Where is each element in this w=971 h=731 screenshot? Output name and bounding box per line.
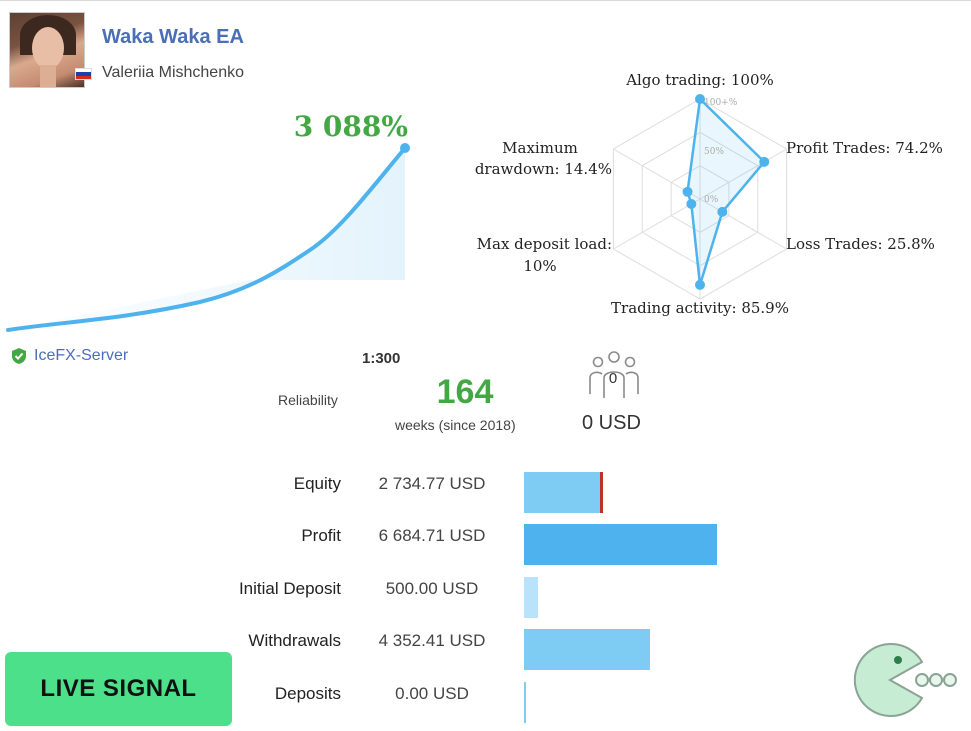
- stat-value: 500.00 USD: [385, 579, 479, 598]
- radar-label-drawdown-line2: drawdown: 14.4%: [475, 160, 612, 178]
- radar-grid: [612, 98, 788, 300]
- leverage-value: 1:300: [362, 350, 401, 367]
- subscribers-icon: [589, 351, 639, 398]
- stat-label: Profit: [301, 526, 341, 545]
- radar-label-activity: Trading activity: 85.9%: [611, 299, 789, 317]
- growth-curve-line: [6, 146, 407, 332]
- radar-label-loss: Loss Trades: 25.8%: [786, 235, 935, 253]
- stat-bar: [524, 629, 650, 670]
- radar-label-algo: Algo trading: 100%: [625, 71, 774, 89]
- stat-label: Initial Deposit: [238, 579, 341, 598]
- radar-point-2: [717, 206, 728, 217]
- radar-point-5: [682, 186, 693, 197]
- stat-row-equity: Equity 2 734.77 USD: [0, 460, 971, 513]
- radar-scale-0: 0%: [704, 195, 719, 205]
- top-border: [0, 0, 971, 1]
- stat-value: 4 352.41 USD: [378, 631, 486, 650]
- stat-label: Equity: [293, 474, 341, 493]
- stat-value: 6 684.71 USD: [378, 526, 486, 545]
- radar-scale-50: 50%: [704, 147, 724, 157]
- weeks-count: 164: [436, 373, 494, 411]
- avatar-face: [32, 27, 64, 69]
- radar-label-deposit-load-line2: 10%: [523, 257, 556, 275]
- server-info[interactable]: IceFX-Server: [10, 347, 128, 365]
- avatar-neck: [40, 65, 56, 87]
- author-avatar[interactable]: [9, 12, 85, 88]
- stat-row-initial-deposit: Initial Deposit 500.00 USD: [0, 565, 971, 618]
- radar-point-4: [686, 199, 697, 209]
- radar-value-shape: [686, 96, 766, 286]
- radar-point-1: [759, 156, 770, 167]
- live-signal-button[interactable]: LIVE SIGNAL: [5, 652, 232, 726]
- signal-title[interactable]: Waka Waka EA: [102, 26, 244, 48]
- radar-label-profit: Profit Trades: 74.2%: [786, 139, 943, 157]
- stat-bar: [524, 682, 526, 723]
- author-name[interactable]: Valeriia Mishchenko: [102, 64, 244, 81]
- server-name: IceFX-Server: [34, 347, 129, 364]
- stat-value: 2 734.77 USD: [378, 474, 486, 493]
- weeks-label: weeks (since 2018): [395, 417, 516, 433]
- radar-chart: 100+% 50% 0% Algo trading: 100% Profit T…: [475, 71, 943, 317]
- subscribers-count: 0: [608, 370, 618, 387]
- subscribers-usd: 0 USD: [582, 412, 641, 434]
- radar-scale-100: 100+%: [704, 98, 738, 108]
- growth-curve-area: [8, 148, 405, 330]
- pacman-logo-icon: [853, 643, 957, 717]
- stat-label: Deposits: [274, 684, 341, 703]
- growth-curve-chart: [6, 143, 410, 332]
- growth-percent: 3 088%: [293, 110, 408, 143]
- stat-bar: [524, 472, 603, 513]
- radar-point-0: [695, 94, 705, 104]
- verified-shield-icon: [12, 348, 26, 364]
- stat-row-withdrawals: Withdrawals 4 352.41 USD: [0, 617, 971, 670]
- stat-bar: [524, 524, 717, 565]
- stat-value: 0.00 USD: [395, 684, 469, 703]
- stat-row-deposits: Deposits 0.00 USD: [0, 670, 971, 723]
- russia-flag-icon: [75, 68, 92, 80]
- radar-label-drawdown-line1: Maximum: [502, 139, 578, 157]
- radar-label-deposit-load-line1: Max deposit load:: [477, 235, 612, 253]
- reliability-label: Reliability: [278, 392, 338, 408]
- growth-curve-endpoint: [400, 143, 410, 153]
- stat-label: Withdrawals: [248, 631, 341, 650]
- radar-value-points: [682, 94, 770, 290]
- stat-bar: [524, 577, 538, 618]
- stat-row-profit: Profit 6 684.71 USD: [0, 512, 971, 565]
- radar-point-3: [695, 279, 705, 290]
